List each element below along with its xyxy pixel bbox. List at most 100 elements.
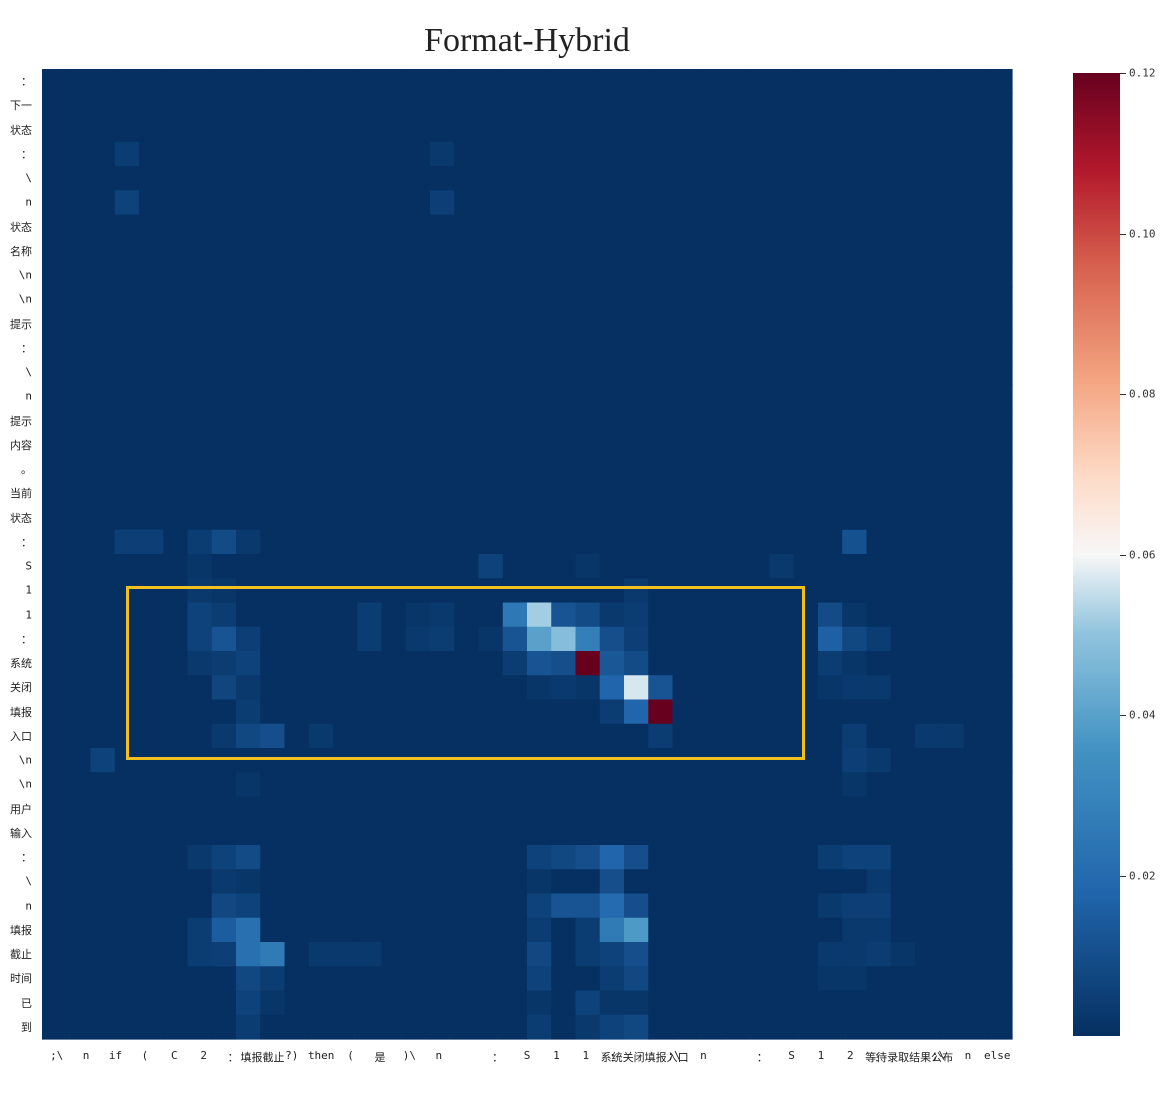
heatmap-cell xyxy=(163,602,189,628)
heatmap-cell xyxy=(66,820,92,846)
heatmap-cell xyxy=(575,384,601,410)
heatmap-cell xyxy=(963,554,989,579)
heatmap-cell xyxy=(454,457,480,482)
heatmap-cell xyxy=(454,190,480,216)
heatmap-cell xyxy=(696,796,722,822)
heatmap-cell xyxy=(333,141,358,167)
y-tick-label: 已 xyxy=(21,996,32,1010)
heatmap-cell xyxy=(405,457,431,482)
heatmap-cell xyxy=(42,893,67,919)
heatmap-cell xyxy=(357,384,383,410)
heatmap-cell xyxy=(672,117,698,143)
heatmap-cell xyxy=(381,529,407,555)
heatmap-cell xyxy=(66,93,92,119)
heatmap-cell xyxy=(963,1014,989,1040)
heatmap-cell xyxy=(963,335,989,361)
heatmap-cell xyxy=(769,554,795,579)
heatmap-cell xyxy=(987,529,1013,555)
heatmap-cell xyxy=(236,917,261,943)
heatmap-cell xyxy=(405,287,431,313)
heatmap-cell xyxy=(648,93,674,119)
heatmap-cell xyxy=(648,432,674,458)
heatmap-cell xyxy=(187,93,213,119)
heatmap-cell xyxy=(696,117,722,143)
heatmap-cell xyxy=(866,626,892,652)
heatmap-cell xyxy=(284,796,310,822)
heatmap-cell xyxy=(284,990,310,1016)
heatmap-cell xyxy=(648,529,674,555)
heatmap-cell xyxy=(308,117,334,143)
heatmap-cell xyxy=(187,481,213,507)
heatmap-cell xyxy=(333,554,358,579)
heatmap-cell xyxy=(478,675,504,701)
heatmap-cell xyxy=(42,287,67,313)
heatmap-cell xyxy=(842,529,868,555)
heatmap-cell xyxy=(42,141,67,167)
heatmap-cell xyxy=(745,942,771,967)
heatmap-cell xyxy=(624,384,649,410)
y-tick-label: ： xyxy=(21,632,32,646)
heatmap-cell xyxy=(818,845,843,870)
heatmap-cell xyxy=(478,796,504,822)
heatmap-cell xyxy=(745,820,771,846)
heatmap-cell xyxy=(575,93,601,119)
heatmap-cell xyxy=(648,69,674,94)
heatmap-cell xyxy=(42,529,67,555)
heatmap-cell xyxy=(987,505,1013,531)
heatmap-cell xyxy=(211,432,237,458)
heatmap-cell xyxy=(599,93,625,119)
heatmap-cell xyxy=(333,529,358,555)
heatmap-cell xyxy=(963,602,989,628)
heatmap-cell xyxy=(915,117,940,143)
heatmap-cell xyxy=(42,384,67,410)
colorbar-tick xyxy=(1120,715,1126,716)
heatmap-cell xyxy=(430,384,455,410)
heatmap-cell xyxy=(527,141,552,167)
heatmap-cell xyxy=(381,93,407,119)
heatmap-cell xyxy=(721,869,746,895)
heatmap-cell xyxy=(939,190,965,216)
heatmap-cell xyxy=(90,529,116,555)
heatmap-cell xyxy=(745,602,771,628)
heatmap-cell xyxy=(405,93,431,119)
heatmap-cell xyxy=(187,845,213,870)
heatmap-cell xyxy=(648,723,674,749)
heatmap-cell xyxy=(963,966,989,992)
heatmap-cell xyxy=(866,166,892,191)
heatmap-cell xyxy=(527,917,552,943)
heatmap-cell xyxy=(90,408,116,434)
heatmap-cell xyxy=(672,529,698,555)
heatmap-cell xyxy=(672,190,698,216)
heatmap-cell xyxy=(793,942,819,967)
heatmap-cell xyxy=(599,432,625,458)
heatmap-cell xyxy=(308,166,334,191)
heatmap-cell xyxy=(163,263,189,288)
heatmap-cell xyxy=(381,869,407,895)
heatmap-cell xyxy=(90,626,116,652)
heatmap-cell xyxy=(236,554,261,579)
heatmap-cell xyxy=(721,626,746,652)
heatmap-cell xyxy=(793,457,819,482)
x-tick-label: ;\ xyxy=(50,1049,64,1062)
heatmap-cell xyxy=(624,263,649,288)
heatmap-cell xyxy=(648,457,674,482)
heatmap-cell xyxy=(405,214,431,240)
heatmap-cell xyxy=(769,214,795,240)
heatmap-cell xyxy=(793,1014,819,1040)
heatmap-cell xyxy=(866,214,892,240)
heatmap-cell xyxy=(648,893,674,919)
heatmap-cell xyxy=(66,505,92,531)
heatmap-cell xyxy=(405,675,431,701)
heatmap-cell xyxy=(963,263,989,288)
heatmap-cell xyxy=(745,699,771,725)
x-tick-label: )\ xyxy=(402,1049,417,1062)
heatmap-cell xyxy=(721,190,746,216)
heatmap-cell xyxy=(769,311,795,337)
heatmap-cell xyxy=(551,820,577,846)
heatmap-cell xyxy=(599,238,625,264)
heatmap-cell xyxy=(624,602,649,628)
heatmap-cell xyxy=(915,360,940,385)
heatmap-cell xyxy=(672,578,698,604)
heatmap-cell xyxy=(478,966,504,992)
heatmap-cell xyxy=(284,917,310,943)
